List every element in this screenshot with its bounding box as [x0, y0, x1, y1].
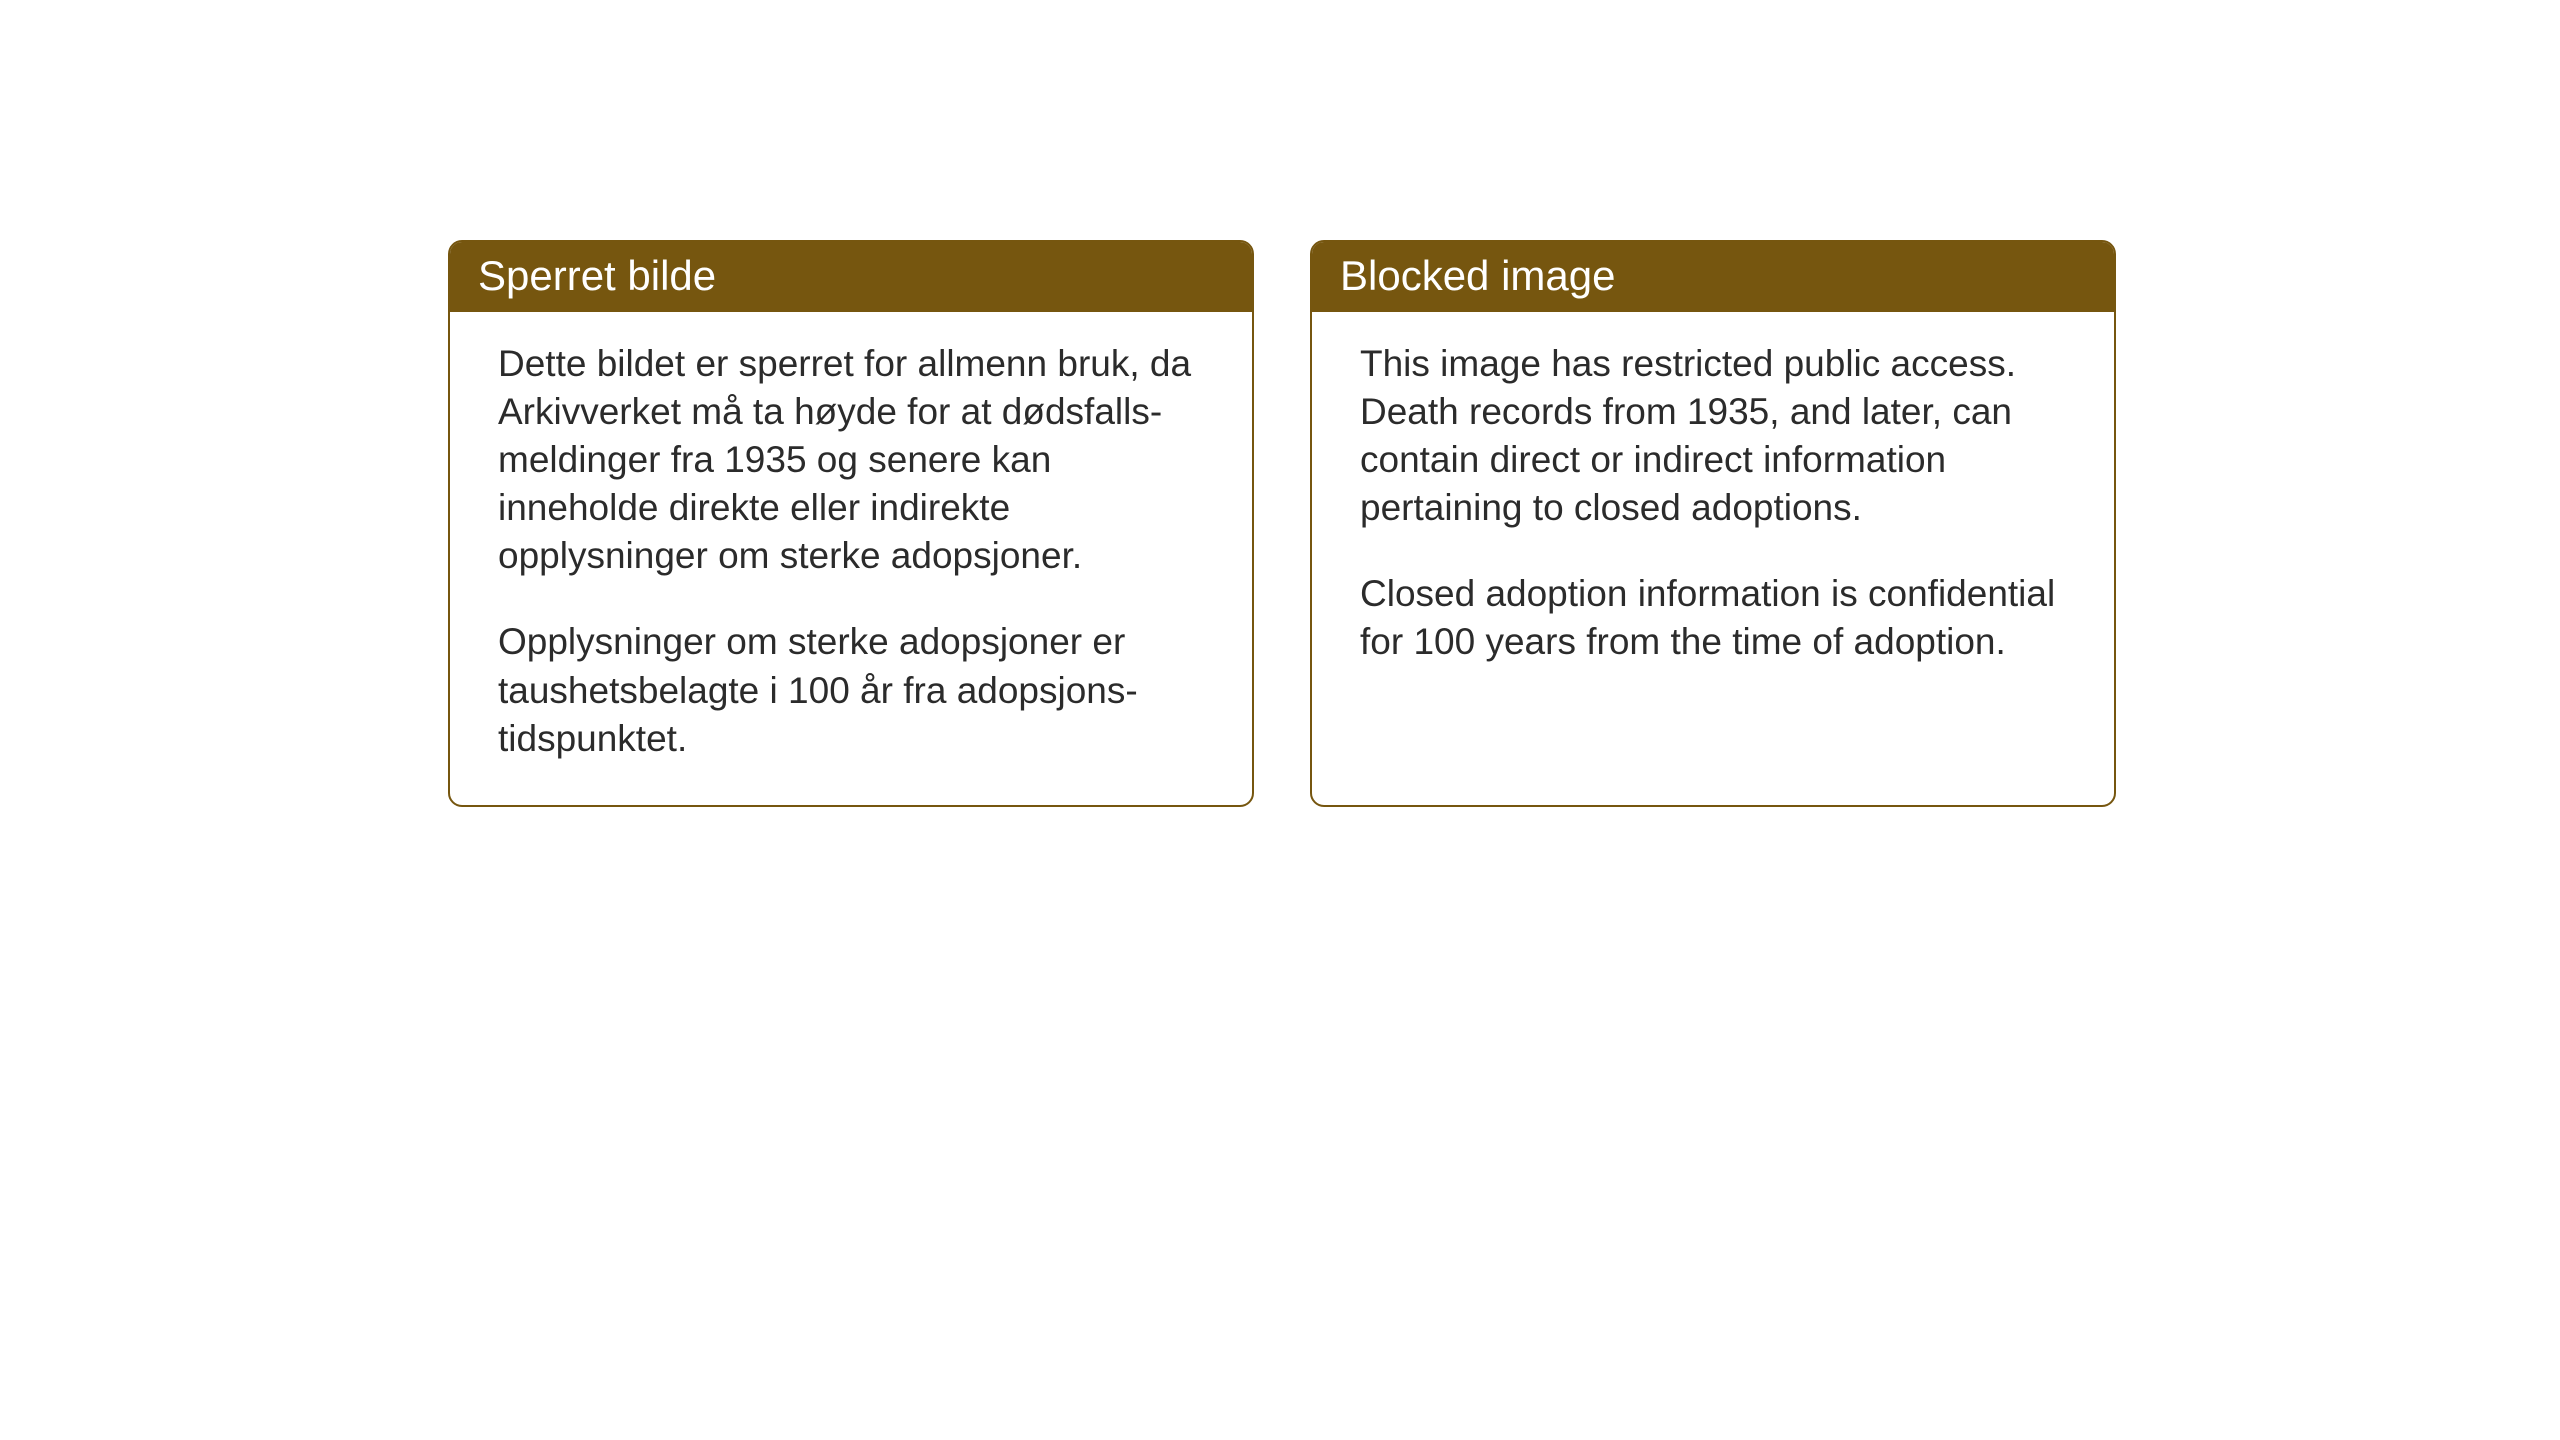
notice-paragraph-1: Dette bildet er sperret for allmenn bruk… — [498, 340, 1204, 580]
notice-paragraph-1: This image has restricted public access.… — [1360, 340, 2066, 532]
notice-paragraph-2: Opplysninger om sterke adopsjoner er tau… — [498, 618, 1204, 762]
card-title: Blocked image — [1340, 252, 1615, 299]
card-body: Dette bildet er sperret for allmenn bruk… — [450, 312, 1252, 805]
card-body: This image has restricted public access.… — [1312, 312, 2114, 709]
notice-paragraph-2: Closed adoption information is confident… — [1360, 570, 2066, 666]
notice-container: Sperret bilde Dette bildet er sperret fo… — [448, 240, 2116, 807]
notice-card-english: Blocked image This image has restricted … — [1310, 240, 2116, 807]
notice-card-norwegian: Sperret bilde Dette bildet er sperret fo… — [448, 240, 1254, 807]
card-header: Sperret bilde — [450, 242, 1252, 312]
card-header: Blocked image — [1312, 242, 2114, 312]
card-title: Sperret bilde — [478, 252, 716, 299]
